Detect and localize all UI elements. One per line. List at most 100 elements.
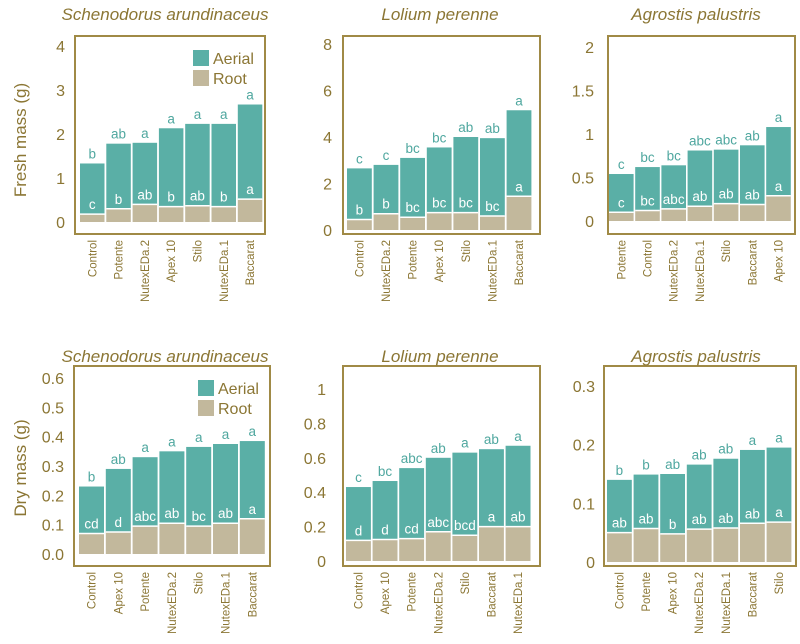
significance-letter-root: bc: [485, 199, 500, 214]
y-tick-label: 0.5: [42, 400, 64, 417]
significance-letter-root: a: [488, 510, 496, 525]
y-tick-label: 0.3: [42, 459, 64, 476]
significance-letter-total: bc: [405, 141, 420, 156]
bar-aerial: [505, 445, 531, 527]
bar-aerial: [80, 163, 105, 215]
significance-letter-total: ab: [458, 120, 473, 135]
significance-letter-total: a: [246, 88, 254, 103]
bar-root: [452, 535, 478, 561]
bar-root: [607, 532, 632, 562]
significance-letter-total: a: [749, 433, 757, 448]
significance-letter-root: abc: [663, 192, 685, 207]
x-category-label: Baccarat: [486, 571, 498, 617]
bar-aerial: [159, 451, 185, 524]
legend-label-root: Root: [213, 71, 247, 88]
significance-letter-total: b: [88, 146, 96, 161]
bar-root: [158, 206, 184, 222]
bar-root: [480, 216, 505, 230]
significance-letter-root: ab: [164, 506, 179, 521]
bar-root: [453, 212, 479, 230]
bar-aerial: [106, 143, 131, 209]
bar-aerial: [480, 138, 505, 217]
bar-root: [185, 205, 210, 222]
significance-letter-total: a: [775, 431, 783, 446]
x-category-label: Potente: [407, 572, 419, 612]
plot-frame: [607, 35, 796, 235]
bar-aerial: [400, 157, 425, 218]
significance-letter-total: a: [194, 107, 202, 122]
bar-aerial: [687, 150, 713, 207]
x-category-label: NutexEDa.1: [221, 572, 233, 634]
bar-root: [635, 210, 660, 221]
bar-aerial: [425, 457, 451, 532]
bar-root: [106, 208, 131, 222]
significance-letter-root: d: [355, 523, 363, 538]
bar-root: [80, 214, 105, 222]
significance-letter-root: bc: [432, 196, 447, 211]
bar-root: [660, 533, 685, 562]
y-tick-label: 0.6: [42, 371, 64, 388]
row-label-dry: Dry mass (g): [11, 419, 30, 516]
bar-aerial: [185, 123, 210, 206]
chart-title: Agrostis palustris: [630, 347, 761, 366]
y-tick-label: 0.4: [304, 485, 326, 502]
x-category-label: Baccarat: [245, 239, 257, 285]
significance-letter-root: ab: [511, 510, 526, 525]
chart-panel-4: Schenodorus arundinaceus 0.0 0.1 0.2 0.3 0.4 0…: [42, 347, 271, 634]
x-category-label: Control: [87, 240, 99, 277]
significance-letter-root: ab: [137, 187, 152, 202]
y-tick-label: 0.2: [573, 438, 595, 455]
x-category-label: NutexEDa.1: [721, 572, 733, 634]
y-tick-label: 0: [585, 214, 594, 231]
y-tick-label: 0.2: [304, 520, 326, 537]
bar-root: [661, 208, 686, 221]
plot-frame: [342, 35, 541, 235]
significance-letter-total: bc: [640, 150, 655, 165]
significance-letter-total: ab: [665, 457, 680, 472]
significance-letter-total: c: [383, 148, 390, 163]
x-category-label: Stilo: [192, 240, 204, 262]
significance-letter-total: bc: [432, 130, 447, 145]
significance-letter-total: a: [222, 427, 230, 442]
y-tick-label: 0.8: [304, 416, 326, 433]
bar-root: [740, 523, 765, 562]
y-tick-label: 0: [586, 555, 595, 572]
y-tick-label: 1: [317, 382, 326, 399]
bar-root: [132, 204, 158, 222]
legend-swatch-aerial: [193, 50, 209, 66]
bar-root: [239, 518, 265, 554]
bar-root: [372, 539, 398, 561]
significance-letter-total: a: [141, 126, 149, 141]
bar-aerial: [609, 174, 634, 213]
legend-label-aerial: Aerial: [218, 381, 259, 398]
chart-title: Schenodorus arundinaceus: [62, 5, 269, 24]
bar-root: [186, 526, 212, 554]
significance-letter-root: bc: [192, 509, 207, 524]
significance-letter-total: a: [220, 107, 228, 122]
x-category-label: Stilo: [460, 572, 472, 594]
chart-panel-6: Agrostis palustris00.10.20.3babControlba…: [573, 347, 797, 634]
significance-letter-root: c: [618, 195, 625, 210]
significance-letter-root: ab: [718, 511, 733, 526]
bar-aerial: [346, 487, 371, 541]
significance-letter-root: ab: [745, 506, 760, 521]
significance-letter-root: d: [381, 523, 389, 538]
significance-letter-root: ab: [692, 189, 707, 204]
x-category-label: Apex 10: [113, 572, 125, 614]
significance-letter-root: a: [249, 502, 257, 517]
bar-aerial: [239, 441, 265, 519]
bar-aerial: [713, 458, 739, 528]
bar-aerial: [347, 168, 372, 220]
y-tick-label: 0.2: [42, 488, 64, 505]
x-category-label: Potente: [140, 572, 152, 612]
x-category-label: NutexEDa.2: [694, 572, 706, 634]
y-tick-label: 1: [56, 171, 65, 188]
x-category-label: Apex 10: [380, 572, 392, 614]
legend-swatch-aerial: [198, 380, 214, 396]
x-category-label: Control: [354, 240, 366, 277]
significance-letter-total: bc: [378, 464, 393, 479]
significance-letter-total: c: [356, 151, 363, 166]
y-tick-label: 0.0: [42, 547, 64, 564]
chart-panel-5: Lolium perenne00.20.40.60.81cdControlbcd…: [304, 347, 541, 634]
